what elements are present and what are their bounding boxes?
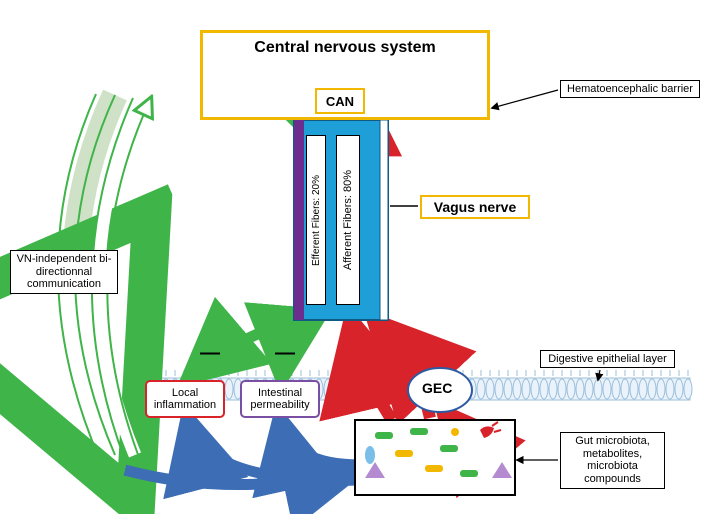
cns-title: Central nervous system bbox=[254, 39, 435, 57]
minus-2: — bbox=[275, 342, 295, 365]
gec-text: GEC bbox=[422, 380, 452, 396]
gut-label: Gut microbiota, metabolites, microbiota … bbox=[560, 432, 665, 489]
permeability-node: Intestinal permeability bbox=[240, 380, 320, 418]
heb-label: Hematoencephalic barrier bbox=[560, 80, 700, 98]
efferent-label: Efferent Fibers: 20% bbox=[306, 135, 326, 305]
can-box: CAN bbox=[315, 88, 365, 114]
vagus-label: Vagus nerve bbox=[420, 195, 530, 219]
blue-gut-to-perm bbox=[280, 420, 360, 465]
can-text: CAN bbox=[326, 94, 354, 109]
vn-indep-label: VN-independent bi-directionnal communica… bbox=[10, 250, 118, 294]
heb-pointer bbox=[492, 90, 558, 108]
minus-1: — bbox=[200, 342, 220, 365]
afferent-label: Afferent Fibers: 80% bbox=[336, 135, 360, 305]
inflammation-node: Local inflammation bbox=[145, 380, 225, 418]
digestive-label: Digestive epithelial layer bbox=[540, 350, 675, 368]
efferent-text: Efferent Fibers: 20% bbox=[311, 175, 322, 266]
afferent-text: Afferent Fibers: 80% bbox=[342, 170, 354, 270]
